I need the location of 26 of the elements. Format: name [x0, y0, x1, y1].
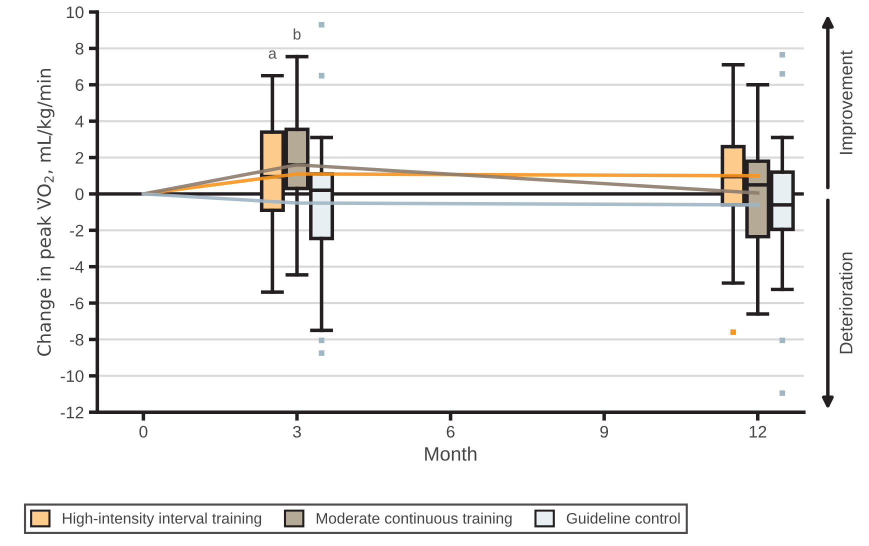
legend-label: High-intensity interval training [62, 512, 262, 527]
x-tick-label: 3 [292, 426, 301, 438]
y-tick-label: -2 [70, 224, 84, 236]
text: Improvement [840, 50, 856, 154]
y-tick-label: -4 [70, 261, 84, 273]
y-tick-label: 2 [76, 152, 84, 164]
annotation: b [294, 28, 301, 40]
y-tick-label: -8 [70, 334, 84, 346]
y-tick-label: 6 [76, 79, 84, 91]
x-tick-label: 12 [750, 426, 766, 438]
y-tick-label: 4 [75, 116, 84, 128]
legend-label: Moderate continuous training [316, 512, 512, 527]
x-tick-label: 9 [600, 426, 608, 438]
y-axis-title: Change in peak V̇O$_{2}$, mL/kg/min [36, 68, 54, 356]
legend-label: Guideline control [566, 512, 680, 524]
y-tick-label: -6 [70, 297, 84, 310]
x-axis-title: Month [425, 446, 476, 461]
x-tick-label: 0 [139, 426, 148, 438]
y-tick-label: 0 [76, 188, 84, 200]
y-tick-label: 10 [66, 6, 84, 18]
y-tick-label: -12 [60, 406, 84, 418]
annotation: a [268, 50, 277, 59]
text: Deterioration [839, 252, 852, 354]
x-tick-label: 6 [446, 426, 454, 438]
y-tick-label: 8 [76, 42, 84, 55]
y-tick-label: -10 [60, 370, 84, 382]
